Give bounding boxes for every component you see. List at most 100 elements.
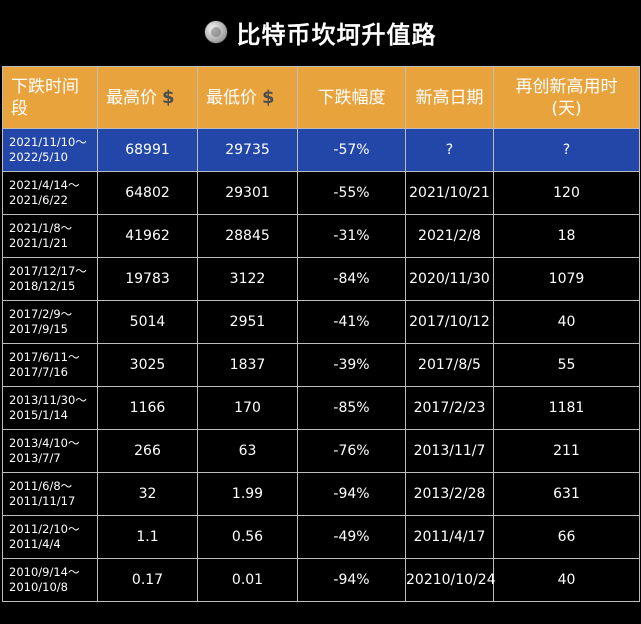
drop-cell: -39% [297,343,406,387]
high-cell: 1.1 [97,515,198,559]
header-period-label: 下跌时间段 [11,76,79,119]
days-cell: 1181 [493,386,640,430]
header-high: 最高价 $ [97,66,198,129]
days-cell: 1079 [493,257,640,301]
table-row: 2021/11/10～ 2022/5/10 68991 29735 -57%?? [2,128,640,172]
chart-title-bar: 比特币坎坷升值路 [0,0,641,64]
new-high-date-cell: 2013/11/7 [405,429,494,473]
period-cell: 2021/4/14～ 2021/6/22 [2,171,98,215]
dollar-icon: $ [162,86,175,108]
period-cell: 2010/9/14～ 2010/10/8 [2,558,98,602]
table-row: 2013/4/10～ 2013/7/7 266 63 -76% 2013/11/7 211 [2,429,640,473]
days-cell: 55 [493,343,640,387]
period-end: 2013/7/7 [9,451,61,465]
low-cell: 1837 [197,343,298,387]
period-start: 2011/6/8～ [9,479,73,493]
drop-cell: -94% [297,472,406,516]
days-cell: 120 [493,171,640,215]
period-cell: 2017/2/9～ 2017/9/15 [2,300,98,344]
table-row: 2010/9/14～ 2010/10/8 0.17 0.01 -94% 20210/10/… [2,558,640,602]
period-start: 2017/12/17～ [9,264,87,278]
low-cell: 0.56 [197,515,298,559]
new-high-date-cell: 20210/10/24 [405,558,496,602]
period-start: 2021/4/14～ [9,178,80,192]
high-cell: 41962 [97,214,198,258]
table-row: 2011/6/8～ 2011/11/17 32 1.99 -94% 2013/2/28 63… [2,472,640,516]
table-body: 2021/11/10～ 2022/5/10 68991 29735 -57%?? 2021… [2,128,640,602]
high-cell: 5014 [97,300,198,344]
period-end: 2017/9/15 [9,322,68,336]
new-high-date-cell: 2017/2/23 [405,386,494,430]
period-cell: 2017/12/17～ 2018/12/15 [2,257,98,301]
drop-cell: -57% [297,128,406,172]
high-cell: 19783 [97,257,198,301]
period-start: 2013/11/30～ [9,393,87,407]
coin-icon [204,21,227,43]
period-end: 2011/11/17 [9,494,76,508]
low-cell: 1.99 [197,472,298,516]
days-cell: 40 [493,300,640,344]
header-days: 再创新高用时(天) [493,66,640,129]
drop-cell: -84% [297,257,406,301]
low-cell: 28845 [197,214,298,258]
low-cell: 3122 [197,257,298,301]
days-cell: 211 [493,429,640,473]
table-row: 2011/2/10～ 2011/4/4 1.1 0.56 -49% 2011/4/17 66 [2,515,640,559]
header-high-label: 最高价 [106,87,157,108]
high-cell: 0.17 [97,558,198,602]
table-row: 2013/11/30～ 2015/1/14 1166 170 -85% 2017/2/23… [2,386,640,430]
drop-cell: -94% [297,558,406,602]
period-cell: 2021/1/8～ 2021/1/21 [2,214,98,258]
days-cell: 631 [493,472,640,516]
period-cell: 2017/6/11～ 2017/7/16 [2,343,98,387]
period-cell: 2021/11/10～ 2022/5/10 [2,128,98,172]
drop-cell: -41% [297,300,406,344]
drop-cell: -76% [297,429,406,473]
period-end: 2017/7/16 [9,365,68,379]
drop-cell: -49% [297,515,406,559]
new-high-date-cell: 2011/4/17 [405,515,494,559]
header-row: 下跌时间段 最高价 $ 最低价 $ 下跌幅度 新高日期 再创新高用时(天) [2,66,640,129]
new-high-date-cell: 2017/8/5 [405,343,494,387]
high-cell: 1166 [97,386,198,430]
drop-cell: -85% [297,386,406,430]
high-cell: 3025 [97,343,198,387]
period-end: 2015/1/14 [9,408,68,422]
high-cell: 64802 [97,171,198,215]
period-start: 2017/2/9～ [9,307,73,321]
days-cell: 40 [493,558,640,602]
low-cell: 0.01 [197,558,298,602]
days-cell: ? [493,128,640,172]
days-cell: 18 [493,214,640,258]
period-end: 2021/1/21 [9,236,68,250]
table-row: 2017/2/9～ 2017/9/15 5014 2951 -41% 2017/10/12… [2,300,640,344]
table-row: 2017/12/17～ 2018/12/15 19783 3122 -84% 2020/1… [2,257,640,301]
period-cell: 2013/11/30～ 2015/1/14 [2,386,98,430]
period-start: 2021/11/10～ [9,135,87,149]
table-row: 2017/6/11～ 2017/7/16 3025 1837 -39% 2017/8/5 5… [2,343,640,387]
new-high-date-cell: 2021/2/8 [405,214,494,258]
period-start: 2010/9/14～ [9,565,80,579]
new-high-date-cell: 2021/10/21 [405,171,494,215]
new-high-date-cell: 2013/2/28 [405,472,494,516]
header-low: 最低价 $ [197,66,298,129]
drop-cell: -55% [297,171,406,215]
low-cell: 63 [197,429,298,473]
table-row: 2021/4/14～ 2021/6/22 64802 29301 -55% 2021/10… [2,171,640,215]
new-high-date-cell: ? [405,128,494,172]
period-cell: 2013/4/10～ 2013/7/7 [2,429,98,473]
period-start: 2011/2/10～ [9,522,80,536]
period-end: 2010/10/8 [9,580,68,594]
header-new-high-date: 新高日期 [405,66,494,129]
low-cell: 29301 [197,171,298,215]
high-cell: 68991 [97,128,198,172]
period-cell: 2011/6/8～ 2011/11/17 [2,472,98,516]
low-cell: 2951 [197,300,298,344]
drawdown-table: 下跌时间段 最高价 $ 最低价 $ 下跌幅度 新高日期 再创新高用时(天) 2021… [2,66,640,602]
dollar-icon: $ [262,86,275,108]
header-days-label: 再创新高用时(天) [515,76,618,119]
header-new-high-date-label: 新高日期 [415,87,484,108]
period-start: 2021/1/8～ [9,221,73,235]
period-end: 2011/4/4 [9,537,61,551]
period-start: 2013/4/10～ [9,436,80,450]
